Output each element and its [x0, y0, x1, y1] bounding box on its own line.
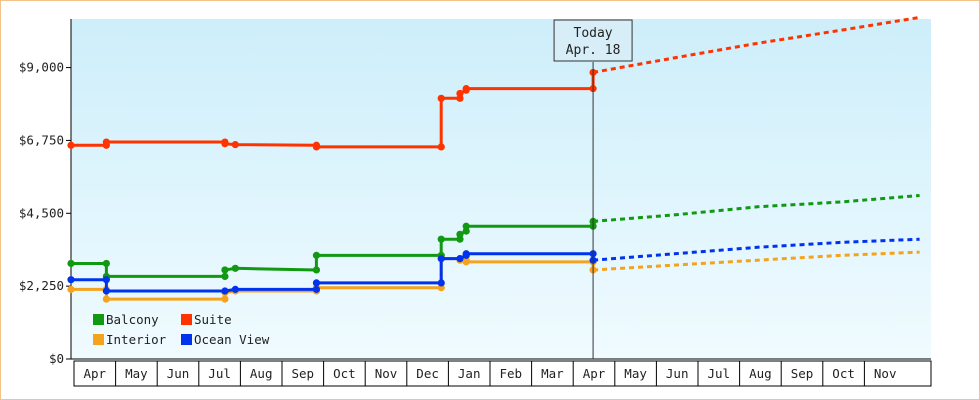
x-axis: Apr May Jun Jul Aug Sep Oct Nov Dec Jan Feb Mar Apr M…: [71, 358, 932, 387]
data-point: [231, 285, 239, 293]
data-point: [221, 287, 229, 295]
month-label: Apr: [84, 366, 107, 381]
data-point: [102, 276, 110, 284]
y-axis: $0 $2,250 $4,500 $6,750 $9,000: [19, 19, 72, 366]
month-label: Feb: [500, 366, 523, 381]
legend-label-suite: Suite: [194, 312, 232, 327]
data-point: [221, 140, 229, 148]
data-point: [456, 255, 464, 263]
data-point: [67, 276, 75, 284]
legend-swatch-suite: [181, 314, 192, 325]
month-label: Jun: [666, 366, 689, 381]
month-label: Jan: [458, 366, 481, 381]
series-forecast-ocean-view: [592, 237, 920, 262]
month-label: Oct: [333, 366, 356, 381]
data-point: [437, 94, 445, 102]
data-point: [221, 272, 229, 281]
data-point: [67, 141, 75, 149]
data-point: [221, 266, 229, 274]
legend-label-balcony: Balcony: [106, 312, 159, 327]
month-label: Oct: [832, 366, 855, 381]
data-point: [437, 235, 445, 243]
data-point: [312, 251, 321, 259]
legend-swatch-interior: [93, 334, 104, 345]
y-tick-label: $0: [49, 351, 64, 366]
month-label: Aug: [749, 366, 772, 381]
legend: Balcony Suite Interior Ocean View: [93, 312, 270, 347]
data-point: [312, 143, 321, 151]
month-label: Jun: [167, 366, 190, 381]
y-tick-label: $6,750: [19, 132, 64, 147]
y-tick-label: $2,250: [19, 278, 64, 293]
today-date: Apr. 18: [566, 43, 621, 58]
legend-label-interior: Interior: [106, 332, 167, 347]
data-point: [67, 259, 75, 268]
data-point: [312, 285, 321, 293]
month-label: May: [125, 366, 148, 381]
series-interior: [67, 250, 920, 303]
series-forecast-balcony: [592, 194, 920, 223]
data-point: [456, 89, 464, 98]
data-point: [437, 279, 445, 287]
month-label: Jul: [208, 366, 231, 381]
today-label: Today: [574, 26, 613, 41]
data-point: [312, 266, 321, 274]
legend-swatch-ocean-view: [181, 334, 192, 345]
data-point: [437, 255, 445, 263]
month-label: Sep: [292, 366, 315, 381]
legend-swatch-balcony: [93, 314, 104, 325]
series-suite: [67, 15, 920, 151]
today-marker: Today Apr. 18: [553, 19, 633, 359]
y-tick-label: $9,000: [19, 60, 64, 75]
data-point: [462, 258, 470, 266]
data-point: [462, 222, 470, 230]
data-point: [102, 287, 110, 295]
month-label: Aug: [250, 366, 273, 381]
plot-area: [71, 19, 931, 359]
month-label: May: [624, 366, 647, 381]
series-forecast-suite: [592, 15, 920, 74]
data-point: [462, 85, 470, 93]
data-point: [231, 264, 239, 272]
month-label: Nov: [375, 366, 398, 381]
series-forecast-interior: [593, 250, 920, 272]
data-point: [67, 285, 75, 293]
month-label: Jul: [708, 366, 731, 381]
data-point: [102, 138, 110, 146]
data-point: [102, 259, 110, 268]
today-box: [553, 19, 633, 62]
data-point: [312, 279, 321, 287]
data-point: [462, 250, 470, 258]
data-point: [221, 295, 229, 303]
legend-label-ocean-view: Ocean View: [194, 332, 270, 347]
data-point: [456, 230, 464, 238]
series-ocean-view: [67, 237, 920, 295]
month-label: Nov: [874, 366, 897, 381]
data-point: [231, 141, 239, 149]
month-label: Dec: [416, 366, 439, 381]
month-label: Apr: [583, 366, 606, 381]
data-point: [437, 143, 445, 151]
month-label: Sep: [791, 366, 814, 381]
y-tick-label: $4,500: [19, 205, 64, 220]
data-point: [102, 295, 110, 303]
month-label: Mar: [541, 366, 564, 381]
series-layer: [67, 15, 920, 303]
month-strip: [73, 360, 932, 387]
